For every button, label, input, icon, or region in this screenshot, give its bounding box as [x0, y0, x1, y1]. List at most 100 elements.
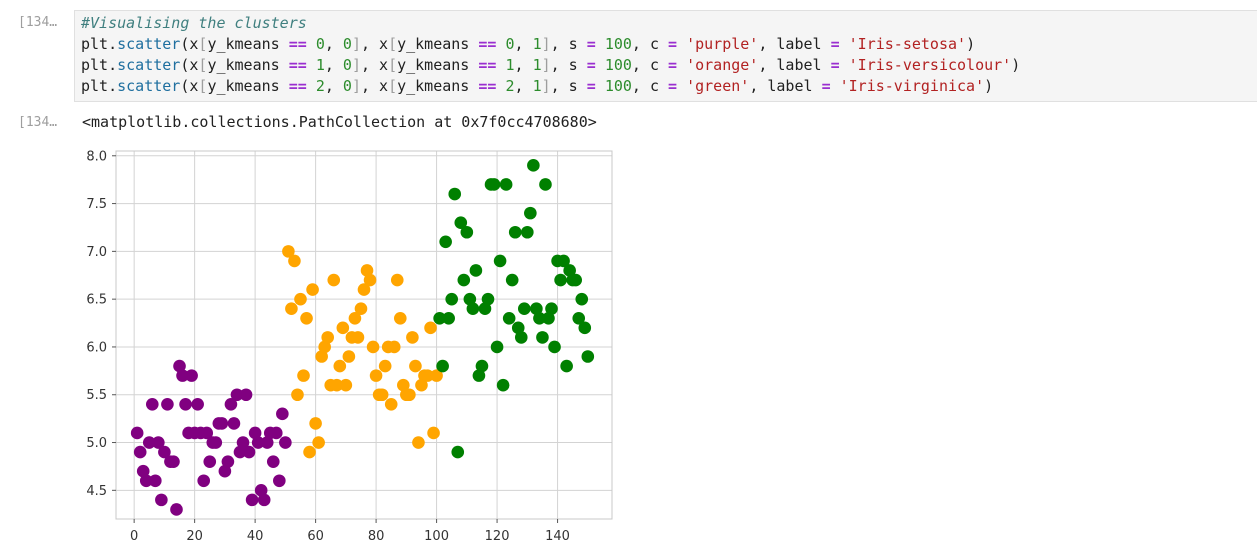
data-point — [230, 388, 244, 402]
data-point — [360, 264, 374, 277]
data-point — [451, 445, 465, 459]
data-point — [514, 331, 528, 344]
data-point — [300, 311, 313, 325]
code-cell-editor[interactable]: #Visualising the clusters plt.scatter(x[y… — [74, 10, 1257, 102]
data-point — [354, 302, 368, 316]
data-point — [245, 493, 259, 507]
data-point — [312, 436, 325, 449]
data-point — [469, 264, 483, 277]
data-point — [517, 302, 531, 316]
data-point — [457, 273, 471, 287]
data-point — [285, 302, 298, 316]
data-point — [254, 484, 268, 497]
data-point — [378, 359, 392, 373]
data-point — [524, 206, 537, 220]
x-tick-label: 120 — [485, 529, 510, 544]
code-line: plt.scatter(x[y_kmeans == 2, 0], x[y_kme… — [81, 77, 994, 95]
data-point — [315, 350, 328, 363]
data-point — [569, 273, 583, 287]
data-point — [155, 493, 168, 507]
x-tick-label: 0 — [130, 529, 138, 544]
data-point — [511, 321, 525, 335]
data-point — [409, 359, 422, 373]
data-point — [578, 321, 592, 335]
data-point — [436, 359, 449, 373]
data-point — [460, 225, 474, 239]
data-point — [260, 436, 274, 449]
data-point — [505, 273, 519, 287]
output-text: <matplotlib.collections.PathCollection a… — [82, 113, 597, 131]
data-point — [466, 302, 480, 316]
data-point — [276, 407, 289, 421]
data-point — [375, 388, 389, 402]
data-point — [581, 350, 595, 363]
data-point — [149, 474, 162, 488]
data-point — [412, 436, 425, 449]
data-point — [336, 321, 350, 335]
data-point — [152, 436, 165, 449]
data-point — [496, 378, 510, 392]
data-point — [215, 417, 229, 430]
data-point — [545, 302, 558, 316]
data-point — [209, 436, 223, 449]
x-tick-label: 140 — [545, 529, 570, 544]
code-line: plt.scatter(x[y_kmeans == 0, 0], x[y_kme… — [81, 35, 976, 53]
data-point — [348, 311, 362, 325]
data-point — [472, 369, 486, 382]
data-point — [572, 311, 586, 325]
y-tick-label: 7.5 — [86, 197, 107, 212]
data-point — [424, 321, 437, 335]
y-tick-label: 6.0 — [86, 340, 107, 355]
data-point — [173, 359, 186, 373]
data-point — [487, 178, 501, 191]
data-point — [393, 311, 407, 325]
data-point — [442, 311, 455, 325]
data-point — [475, 359, 489, 373]
data-point — [575, 292, 589, 306]
data-point — [539, 178, 552, 191]
data-point — [490, 340, 504, 354]
data-point — [390, 273, 404, 287]
data-point — [384, 397, 398, 411]
data-point — [167, 455, 180, 468]
data-point — [291, 388, 304, 402]
data-point — [257, 493, 271, 507]
data-point — [309, 417, 322, 430]
data-point — [533, 311, 546, 325]
data-point — [463, 292, 477, 306]
data-point — [266, 455, 280, 468]
data-point — [369, 369, 383, 382]
x-tick-label: 100 — [424, 529, 449, 544]
data-point — [542, 311, 555, 325]
data-point — [366, 340, 380, 354]
data-point — [203, 455, 217, 468]
data-point — [563, 264, 576, 277]
data-point — [327, 273, 341, 287]
x-tick-label: 80 — [368, 529, 385, 544]
data-point — [339, 378, 353, 392]
data-point — [294, 292, 307, 306]
data-point — [185, 369, 198, 382]
data-point — [554, 273, 567, 287]
data-point — [363, 273, 377, 287]
data-point — [445, 292, 459, 306]
data-point — [303, 445, 316, 459]
data-point — [191, 397, 204, 411]
data-point — [130, 426, 144, 440]
data-point — [330, 378, 344, 392]
data-point — [427, 426, 440, 440]
data-point — [142, 436, 156, 449]
data-point — [397, 378, 410, 392]
data-point — [333, 359, 347, 373]
data-point — [406, 331, 419, 344]
data-point — [136, 464, 150, 478]
y-tick-label: 5.0 — [86, 436, 107, 451]
data-point — [557, 254, 570, 268]
data-point — [403, 388, 416, 402]
data-point — [236, 436, 250, 449]
data-point — [158, 445, 171, 459]
data-point — [342, 350, 356, 363]
data-point — [297, 369, 310, 382]
data-point — [239, 388, 253, 402]
data-point — [521, 225, 534, 239]
